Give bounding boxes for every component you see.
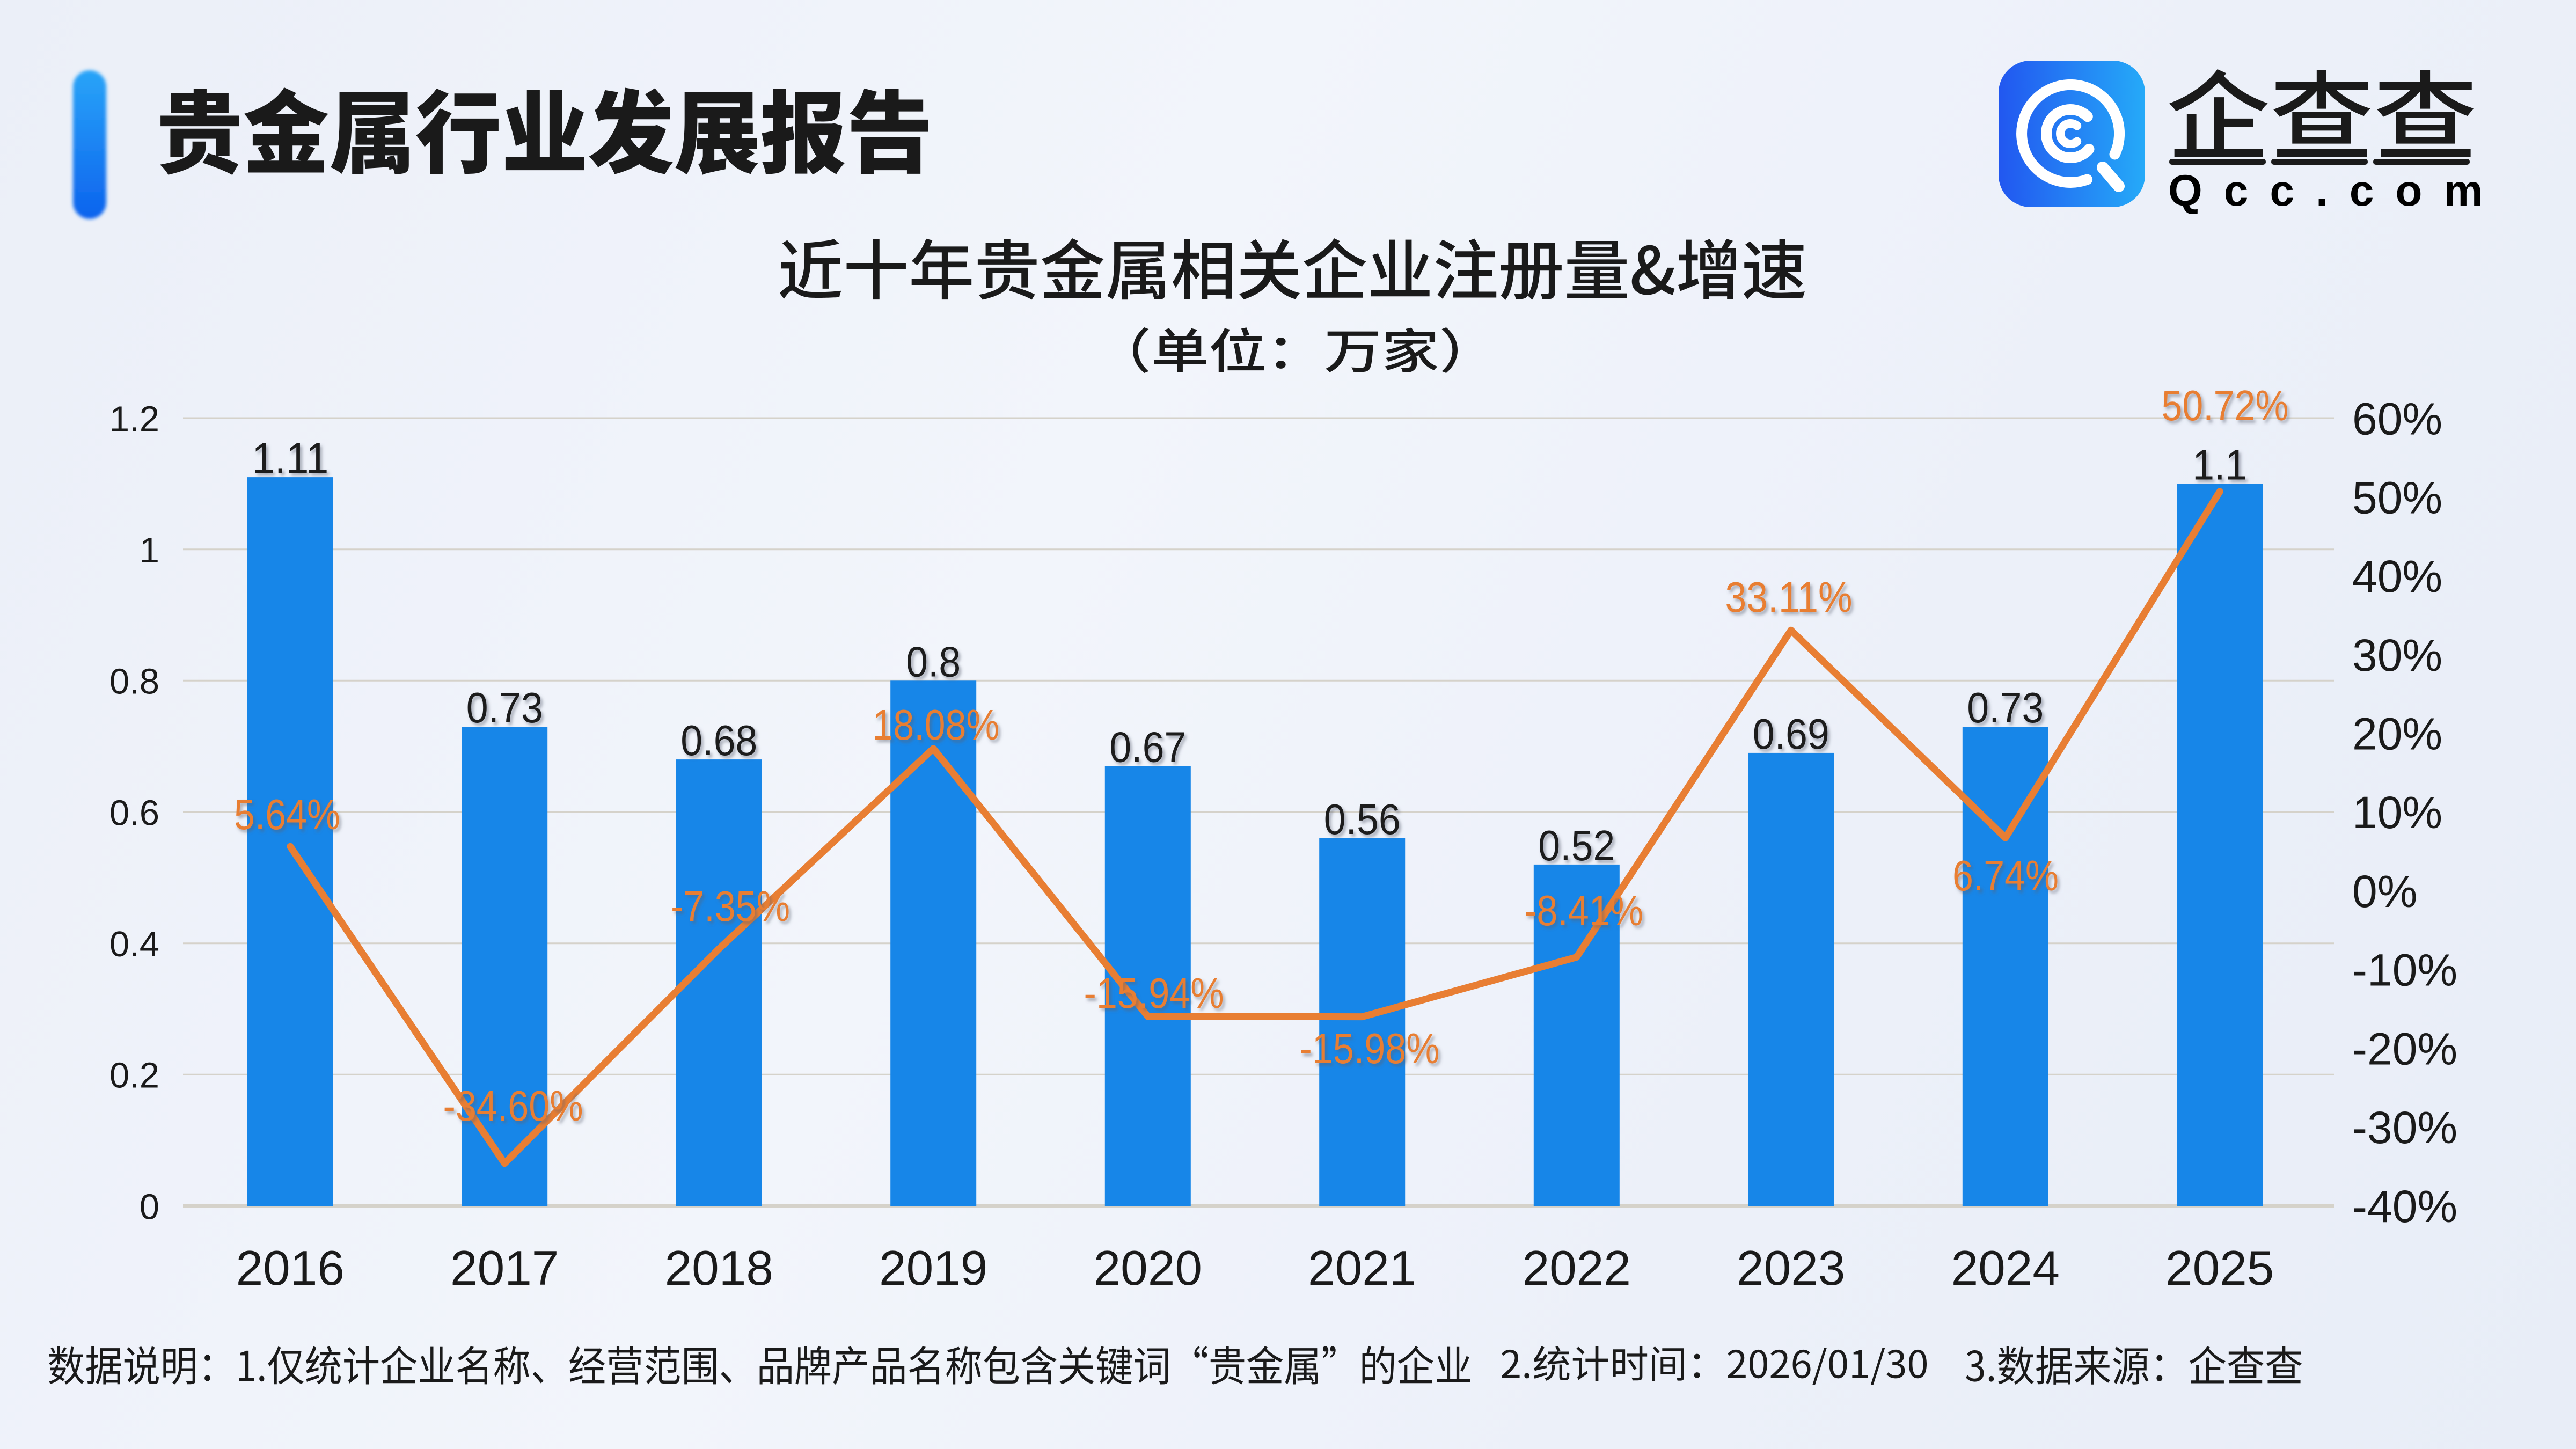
svg-text:20%: 20%	[2352, 709, 2442, 759]
svg-text:6.74%: 6.74%	[1952, 852, 2059, 899]
svg-text:2022: 2022	[1523, 1241, 1631, 1296]
svg-text:-15.94%: -15.94%	[1084, 969, 1224, 1017]
svg-text:-40%: -40%	[2352, 1181, 2457, 1232]
svg-text:-15.98%: -15.98%	[1300, 1024, 1440, 1072]
svg-text:1.11: 1.11	[252, 434, 328, 482]
svg-text:0.8: 0.8	[109, 662, 159, 702]
svg-text:0.52: 0.52	[1538, 822, 1615, 869]
svg-text:0.8: 0.8	[906, 638, 961, 685]
svg-text:33.11%: 33.11%	[1725, 573, 1853, 621]
svg-text:1.2: 1.2	[109, 399, 159, 439]
svg-text:18.08%: 18.08%	[873, 701, 1000, 749]
svg-text:0.68: 0.68	[680, 716, 757, 764]
svg-text:50%: 50%	[2352, 472, 2442, 523]
svg-text:0.4: 0.4	[109, 924, 159, 964]
svg-text:0.56: 0.56	[1324, 795, 1401, 843]
svg-text:2016: 2016	[236, 1241, 345, 1296]
svg-text:30%: 30%	[2352, 630, 2442, 680]
svg-text:0.2: 0.2	[109, 1056, 159, 1096]
svg-text:5.64%: 5.64%	[234, 791, 340, 838]
svg-text:2023: 2023	[1737, 1241, 1845, 1296]
svg-text:2021: 2021	[1308, 1241, 1416, 1296]
svg-text:-20%: -20%	[2352, 1023, 2457, 1074]
svg-text:0.67: 0.67	[1109, 723, 1186, 771]
svg-text:40%: 40%	[2352, 551, 2442, 602]
svg-text:2019: 2019	[879, 1241, 987, 1296]
svg-text:-34.60%: -34.60%	[443, 1082, 583, 1130]
svg-text:0.6: 0.6	[109, 793, 159, 833]
svg-text:1: 1	[140, 530, 159, 570]
svg-text:Qcc.com: Qcc.com	[2168, 166, 2504, 215]
svg-text:0.73: 0.73	[466, 684, 543, 731]
svg-text:0.73: 0.73	[1967, 684, 2044, 731]
svg-text:2020: 2020	[1094, 1241, 1202, 1296]
svg-text:2025: 2025	[2165, 1241, 2274, 1296]
svg-text:1.1: 1.1	[2192, 441, 2247, 488]
svg-text:0.69: 0.69	[1753, 710, 1829, 758]
svg-text:60%: 60%	[2352, 394, 2442, 444]
svg-text:-10%: -10%	[2352, 945, 2457, 996]
svg-text:2018: 2018	[665, 1241, 773, 1296]
svg-text:0: 0	[140, 1187, 159, 1227]
svg-text:2024: 2024	[1951, 1241, 2060, 1296]
svg-text:-8.41%: -8.41%	[1524, 887, 1643, 934]
svg-text:-7.35%: -7.35%	[671, 882, 790, 930]
svg-text:10%: 10%	[2352, 787, 2442, 838]
svg-text:2017: 2017	[450, 1241, 559, 1296]
svg-text:50.72%: 50.72%	[2162, 382, 2289, 429]
svg-text:0%: 0%	[2352, 866, 2417, 917]
svg-text:-30%: -30%	[2352, 1102, 2457, 1153]
